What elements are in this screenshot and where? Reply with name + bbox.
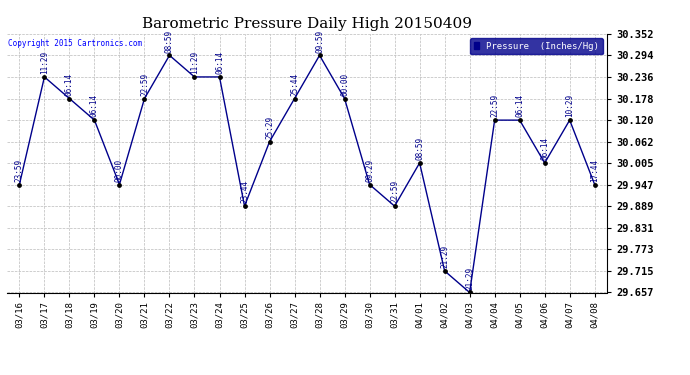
Point (289, 96, 300, 102)
Text: 21:29: 21:29 (465, 267, 474, 290)
Text: 00:00: 00:00 (340, 73, 349, 96)
Text: 23:44: 23:44 (240, 180, 249, 203)
Text: 08:59: 08:59 (165, 30, 174, 52)
Text: 09:59: 09:59 (315, 30, 324, 52)
Text: 22:59: 22:59 (490, 94, 499, 117)
Point (414, 160, 425, 166)
Text: 06:14: 06:14 (215, 51, 224, 74)
Point (189, 74, 200, 80)
Point (539, 160, 550, 166)
Point (364, 182, 375, 188)
Point (264, 139, 275, 145)
Text: 06:14: 06:14 (515, 94, 524, 117)
Point (464, 290, 475, 296)
Text: 06:14: 06:14 (540, 137, 549, 160)
Text: 09:29: 09:29 (365, 159, 374, 182)
Point (14, 182, 25, 188)
Text: 06:14: 06:14 (65, 73, 74, 96)
Point (439, 268, 450, 274)
Title: Barometric Pressure Daily High 20150409: Barometric Pressure Daily High 20150409 (142, 17, 472, 31)
Point (589, 182, 600, 188)
Point (489, 117, 500, 123)
Text: 17:44: 17:44 (590, 159, 599, 182)
Legend: Pressure  (Inches/Hg): Pressure (Inches/Hg) (470, 38, 602, 54)
Text: 11:29: 11:29 (40, 51, 49, 74)
Text: 25:29: 25:29 (265, 116, 274, 139)
Point (389, 203, 400, 209)
Point (89, 117, 100, 123)
Point (114, 182, 125, 188)
Text: 11:29: 11:29 (190, 51, 199, 74)
Text: 23:59: 23:59 (15, 159, 24, 182)
Point (39, 74, 50, 80)
Text: Copyright 2015 Cartronics.com: Copyright 2015 Cartronics.com (8, 39, 142, 48)
Text: 06:14: 06:14 (90, 94, 99, 117)
Point (64, 96, 75, 102)
Text: 00:00: 00:00 (115, 159, 124, 182)
Point (164, 53, 175, 58)
Point (139, 96, 150, 102)
Text: 10:29: 10:29 (565, 94, 574, 117)
Text: 25:44: 25:44 (290, 73, 299, 96)
Point (239, 203, 250, 209)
Text: 21:29: 21:29 (440, 245, 449, 268)
Text: 22:59: 22:59 (140, 73, 149, 96)
Point (314, 53, 325, 58)
Text: 08:59: 08:59 (415, 137, 424, 160)
Point (564, 117, 575, 123)
Point (339, 96, 350, 102)
Point (214, 74, 225, 80)
Text: 22:59: 22:59 (390, 180, 399, 203)
Point (514, 117, 525, 123)
